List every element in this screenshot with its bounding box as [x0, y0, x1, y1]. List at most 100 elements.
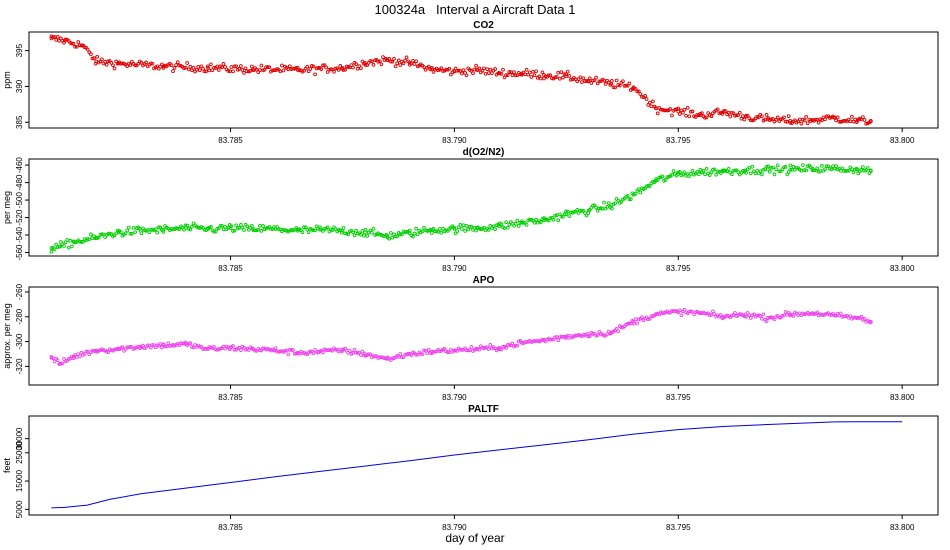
data-point	[726, 110, 731, 115]
data-point	[197, 344, 202, 349]
data-point	[116, 61, 121, 66]
data-point	[302, 225, 306, 230]
plot-frame	[28, 158, 939, 257]
data-point	[799, 168, 804, 173]
data-point	[94, 348, 99, 353]
data-point	[76, 40, 81, 44]
data-point	[362, 233, 366, 238]
data-point	[169, 63, 174, 67]
data-point	[332, 69, 336, 74]
data-point	[861, 115, 865, 119]
data-point	[474, 347, 479, 351]
data-point	[614, 78, 619, 83]
data-point	[610, 206, 614, 211]
data-point	[144, 60, 148, 65]
data-point	[242, 228, 246, 232]
data-point	[764, 113, 769, 117]
data-point	[482, 226, 486, 230]
data-point	[556, 338, 561, 343]
data-point	[340, 230, 344, 235]
data-point	[855, 316, 860, 320]
data-point	[513, 73, 518, 78]
data-point	[673, 309, 677, 313]
data-point	[436, 229, 441, 234]
y-tick-label: -480	[15, 174, 24, 191]
data-point	[527, 70, 532, 75]
data-point	[444, 67, 448, 72]
data-point	[594, 205, 598, 210]
data-point	[758, 169, 763, 174]
data-point	[614, 327, 619, 331]
data-point	[305, 64, 310, 69]
data-point	[581, 76, 586, 81]
data-point	[295, 68, 300, 72]
data-point	[295, 228, 300, 233]
data-point	[257, 348, 262, 353]
data-point	[396, 58, 401, 63]
data-point	[704, 115, 709, 120]
data-point	[196, 65, 201, 69]
data-point	[532, 220, 537, 225]
data-point	[71, 356, 76, 360]
data-point	[616, 329, 621, 334]
data-point	[232, 64, 237, 69]
data-point	[586, 78, 591, 83]
data-point	[286, 352, 291, 357]
data-point	[62, 244, 66, 248]
data-point	[654, 312, 658, 317]
data-point	[180, 341, 185, 346]
y-tick-label: 25000	[15, 441, 24, 464]
data-point	[625, 193, 630, 198]
data-point	[145, 343, 150, 348]
data-point	[85, 47, 90, 52]
data-point	[602, 333, 606, 338]
data-point	[74, 355, 79, 359]
y-tick-label: -540	[15, 226, 24, 243]
data-point	[598, 332, 603, 336]
x-tick-label: 83.795	[666, 393, 691, 402]
data-point	[360, 349, 365, 354]
data-point	[188, 64, 193, 69]
data-point	[519, 340, 524, 345]
data-point	[458, 69, 463, 73]
x-tick-label: 83.790	[442, 264, 467, 273]
data-point	[463, 229, 467, 233]
data-point	[561, 214, 565, 219]
data-point	[177, 63, 182, 68]
x-axis-label: day of year	[445, 531, 505, 545]
data-point	[191, 65, 196, 70]
data-point	[774, 167, 778, 172]
plot-frame	[28, 415, 939, 516]
data-point	[455, 229, 460, 233]
data-point	[333, 66, 338, 71]
data-point	[695, 113, 700, 117]
data-point	[718, 171, 723, 175]
data-point	[554, 75, 559, 79]
data-point	[81, 239, 85, 244]
data-point	[437, 227, 442, 231]
data-point	[104, 62, 109, 67]
data-point	[467, 348, 472, 353]
data-point	[390, 356, 395, 360]
data-point	[605, 332, 610, 337]
data-point	[65, 238, 70, 242]
data-point	[687, 114, 692, 119]
data-point	[76, 352, 81, 357]
data-point	[478, 227, 483, 232]
data-point	[100, 232, 104, 237]
data-point	[295, 227, 300, 232]
data-point	[519, 71, 524, 76]
data-point	[185, 61, 190, 65]
data-point	[633, 87, 638, 91]
data-point	[772, 172, 777, 177]
data-point	[149, 345, 153, 350]
data-point	[529, 75, 534, 79]
data-point	[261, 224, 265, 228]
y-tick-label: -300	[15, 333, 24, 350]
data-point	[733, 168, 737, 173]
data-point	[206, 347, 210, 351]
data-point	[49, 36, 54, 41]
data-point	[199, 64, 204, 69]
data-point	[554, 213, 559, 217]
y-tick-label: -460	[15, 157, 24, 174]
